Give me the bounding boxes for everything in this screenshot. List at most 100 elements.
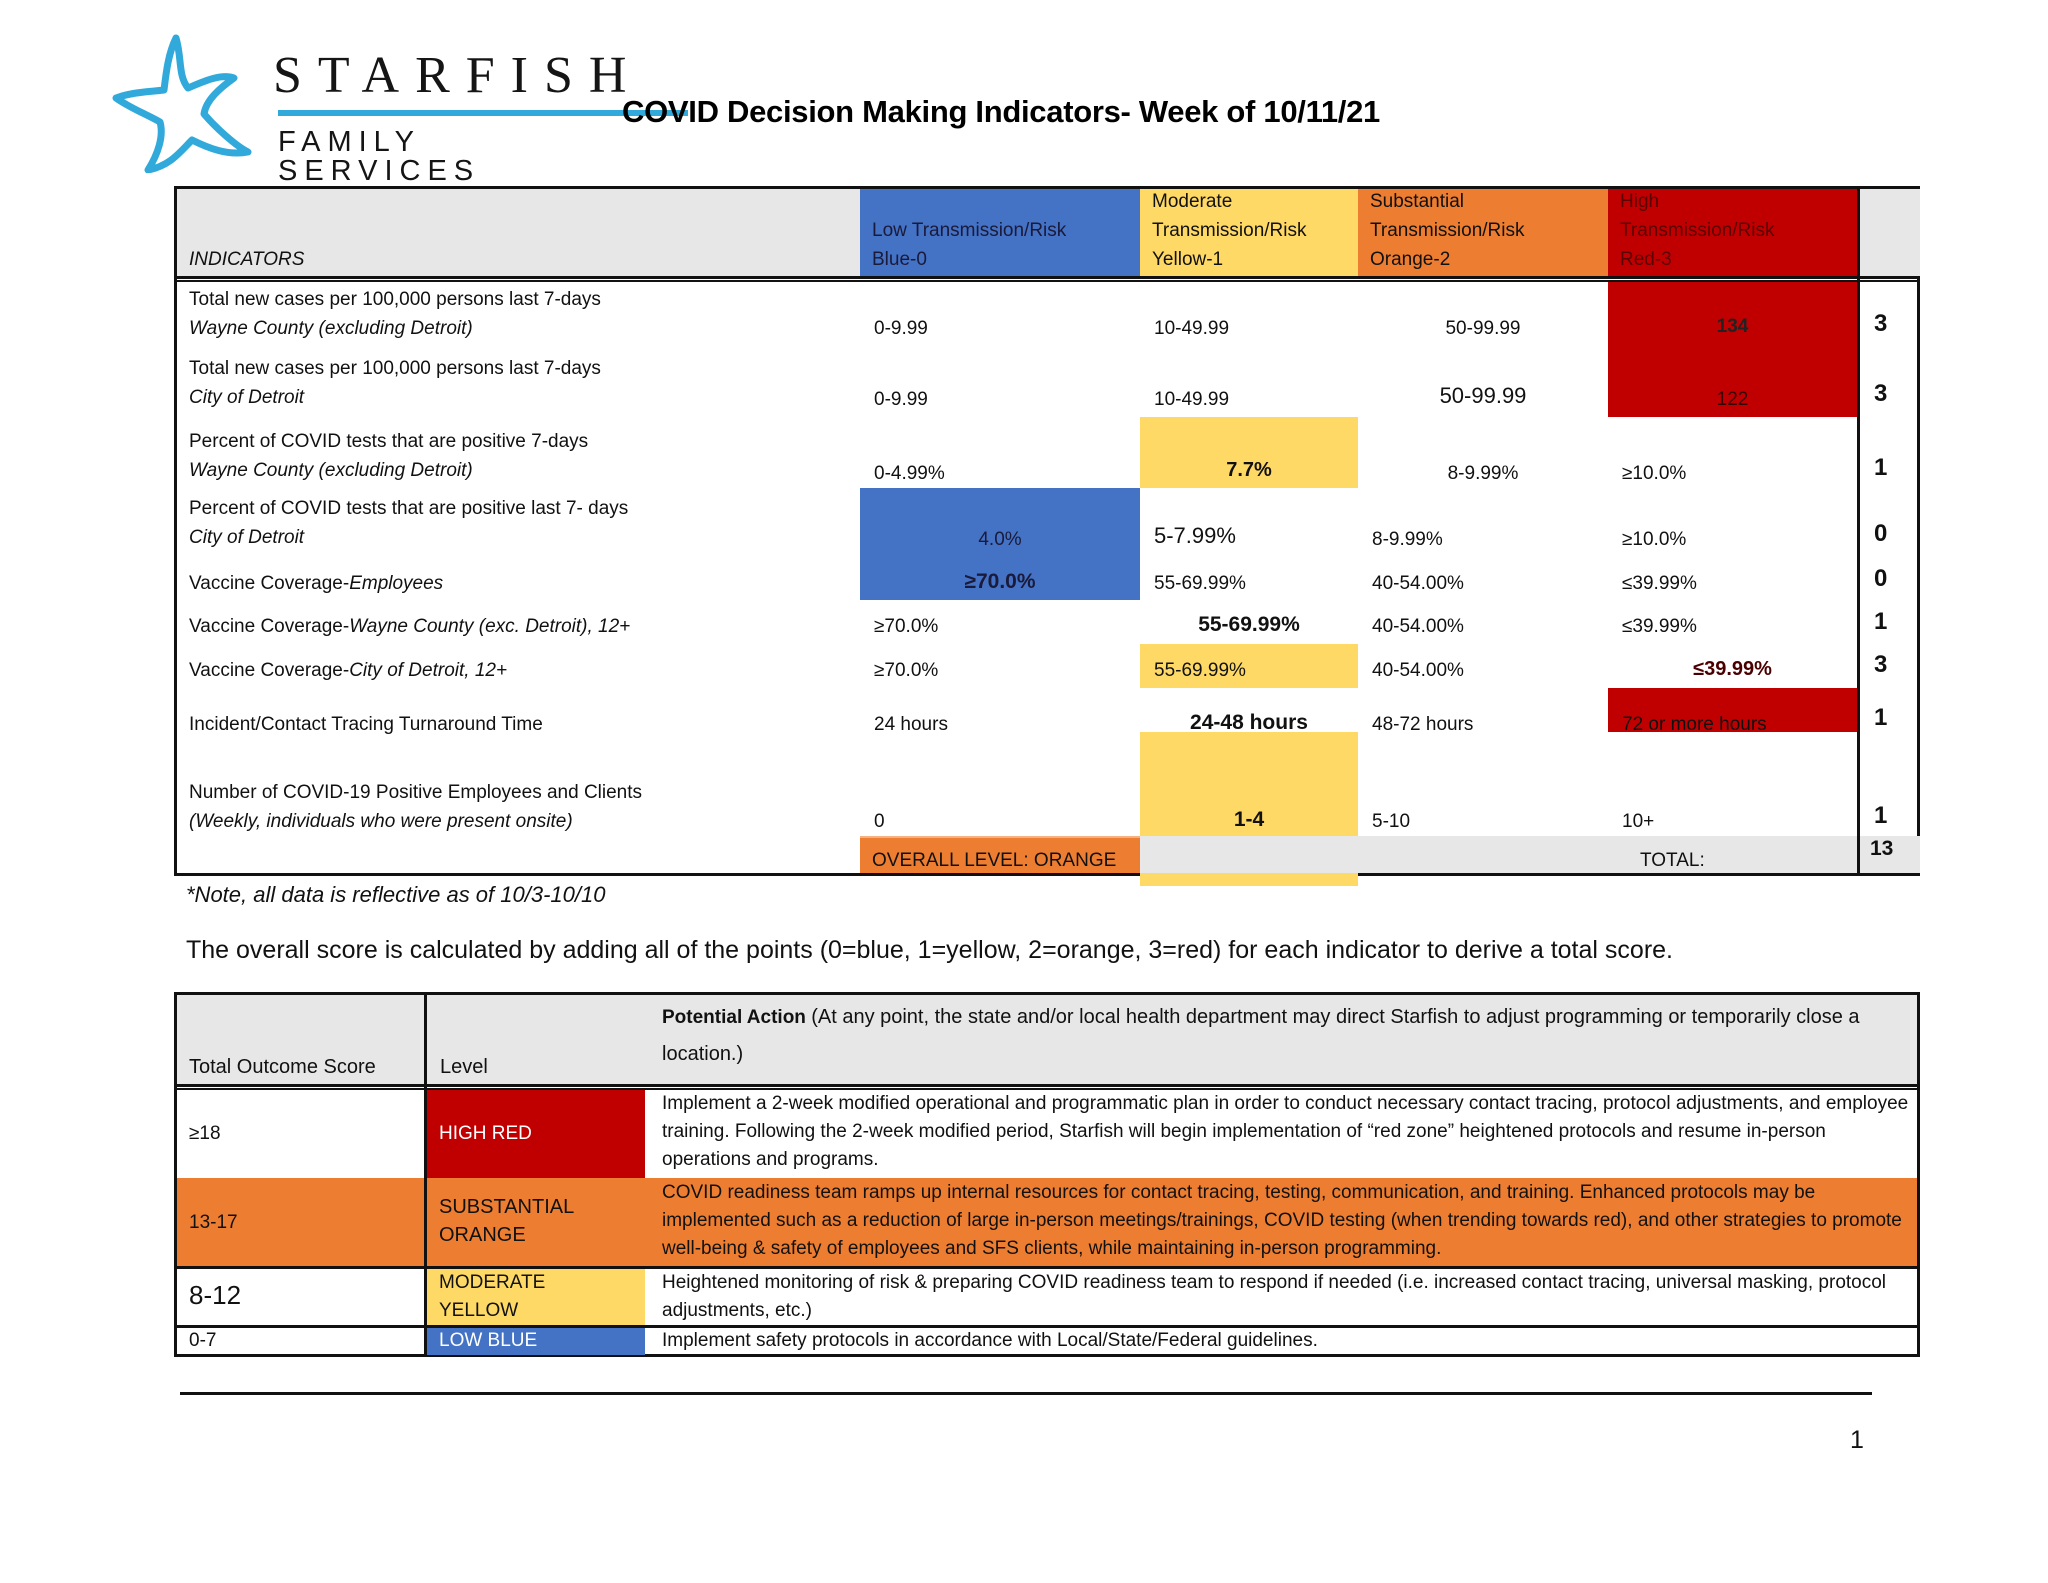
action-text: COVID readiness team ramps up internal r… <box>662 1182 1902 1259</box>
indicator-title: Percent of COVID tests that are positive… <box>189 431 589 452</box>
action-col-divider-orange <box>424 1178 427 1266</box>
row8-orange-value: 48-72 hours <box>1372 714 1474 735</box>
header-level: Level <box>440 1056 488 1078</box>
row3-yellow-value: 7.7% <box>1226 459 1272 481</box>
row9-orange-value: 5-10 <box>1372 811 1411 832</box>
header-low-line2: Low Transmission/Risk <box>872 220 1067 241</box>
starfish-icon <box>112 34 252 173</box>
action-text: Implement safety protocols in accordance… <box>662 1330 1318 1351</box>
header-indicators-label: INDICATORS <box>189 249 305 270</box>
indicator-subtitle: Wayne County (excluding Detroit) <box>189 460 473 481</box>
indicator-title: Vaccine Coverage- <box>189 660 350 681</box>
header-potential-action: Potential Action (At any point, the stat… <box>662 999 1902 1072</box>
highlight-blue-block <box>860 488 1140 600</box>
row7-score: 3 <box>1874 651 1888 678</box>
indicator-title: Vaccine Coverage- <box>189 616 350 637</box>
header-low-line3: Blue-0 <box>872 249 927 270</box>
row9-red-value: 10+ <box>1622 811 1655 832</box>
row2-orange-value: 50-99.99 <box>1439 383 1527 408</box>
header-substantial-risk: Substantial Transmission/Risk Orange-2 <box>1358 189 1608 276</box>
score-explanation: The overall score is calculated by addin… <box>186 936 1673 964</box>
indicator-subtitle: City of Detroit <box>189 527 305 548</box>
indicator-title: Percent of COVID tests that are positive… <box>189 498 629 519</box>
row3-orange-value: 8-9.99% <box>1447 463 1519 484</box>
row4-red-value: ≥10.0% <box>1622 529 1687 550</box>
starfish-logo: STARFISH FAMILY SERVICES <box>108 28 688 186</box>
potential-action-bold: Potential Action <box>662 1007 812 1028</box>
row8-score: 1 <box>1874 704 1888 731</box>
row2-yellow-value: 10-49.99 <box>1154 389 1230 410</box>
row5-score: 0 <box>1874 565 1888 592</box>
row-divider <box>177 1325 1917 1328</box>
page-number: 1 <box>1850 1426 1864 1454</box>
row6-score: 1 <box>1874 608 1888 635</box>
highlight-vaccine-detroit-red <box>1608 688 1857 732</box>
indicator-subtitle: City of Detroit <box>189 387 305 408</box>
level-high-red: HIGH RED <box>427 1090 645 1178</box>
row3-red-value: ≥10.0% <box>1622 463 1687 484</box>
page-title: COVID Decision Making Indicators- Week o… <box>622 94 1380 129</box>
potential-action-note: (At any point, the state and/or local he… <box>662 1006 1860 1065</box>
row4-orange-value: 8-9.99% <box>1372 529 1443 550</box>
row2-blue-value: 0-9.99 <box>874 389 928 410</box>
header-moderate-line2: Transmission/Risk <box>1152 220 1307 241</box>
indicator-title: Vaccine Coverage- <box>189 573 350 594</box>
indicator-subtitle: Wayne County (excluding Detroit) <box>189 318 473 339</box>
row9-score: 1 <box>1874 802 1888 829</box>
header-substantial-line1: Substantial <box>1370 191 1465 212</box>
indicator-title: Total new cases per 100,000 persons last… <box>189 289 601 310</box>
row-divider <box>177 1266 1917 1269</box>
row1-blue-value: 0-9.99 <box>874 318 928 339</box>
row9-blue-value: 0 <box>874 811 885 832</box>
indicator-subtitle: Wayne County (exc. Detroit), 12+ <box>349 616 631 637</box>
row1-orange-value: 50-99.99 <box>1445 318 1521 339</box>
action-text: Implement a 2-week modified operational … <box>662 1093 1909 1170</box>
row4-blue-value: 4.0% <box>978 529 1022 550</box>
indicator-row-2: Total new cases per 100,000 persons last… <box>189 354 601 412</box>
score-range: ≥18 <box>189 1123 221 1144</box>
row2-red-value: 122 <box>1716 389 1749 410</box>
level-substantial-orange-row <box>177 1178 1917 1266</box>
row5-blue-value: ≥70.0% <box>964 570 1036 593</box>
header-substantial-line3: Orange-2 <box>1370 249 1451 270</box>
row6-yellow-value: 55-69.99% <box>1198 613 1300 636</box>
action-table: Total Outcome Score Level Potential Acti… <box>174 992 1920 1357</box>
indicator-row-1: Total new cases per 100,000 persons last… <box>189 285 601 343</box>
total-value-cell: 13 <box>1860 836 1920 873</box>
indicator-row-3: Percent of COVID tests that are positive… <box>189 427 588 485</box>
highlight-cases-red <box>1608 282 1857 417</box>
row1-yellow-value: 10-49.99 <box>1154 318 1230 339</box>
indicators-table: INDICATORS Low Transmission/Risk Blue-0 … <box>174 186 1920 886</box>
level-low-blue: LOW BLUE <box>427 1328 645 1355</box>
total-label: TOTAL: <box>1640 850 1705 871</box>
header-score-cell <box>1858 189 1920 276</box>
row6-blue-value: ≥70.0% <box>874 616 939 637</box>
action-header-divider <box>177 1084 1917 1090</box>
score-range: 8-12 <box>189 1280 242 1310</box>
row7-blue-value: ≥70.0% <box>874 660 939 681</box>
header-total-outcome-score: Total Outcome Score <box>189 1056 376 1078</box>
header-moderate-line3: Yellow-1 <box>1152 249 1224 270</box>
header-high-line1: High <box>1620 191 1660 212</box>
row7-red-value: ≤39.99% <box>1693 658 1772 680</box>
indicator-subtitle: Employees <box>349 573 444 594</box>
action-text: Heightened monitoring of risk & preparin… <box>662 1272 1887 1321</box>
score-column-divider <box>1857 189 1860 873</box>
data-note: *Note, all data is reflective as of 10/3… <box>186 882 606 907</box>
level-label: HIGH RED <box>439 1123 532 1144</box>
row8-blue-value: 24 hours <box>874 714 948 735</box>
indicator-title: Number of COVID-19 Positive Employees an… <box>189 782 643 803</box>
header-moderate-line1: Moderate <box>1152 191 1233 212</box>
score-range: 13-17 <box>189 1212 238 1233</box>
highlight-vaccine-wayne-yellow <box>1140 644 1358 688</box>
indicator-row-7: Vaccine Coverage-City of Detroit, 12+ <box>189 656 507 685</box>
header-high-line3: Red-3 <box>1620 249 1672 270</box>
row8-red-value: 72 or more hours <box>1622 714 1767 735</box>
row6-orange-value: 40-54.00% <box>1372 616 1464 637</box>
action-header-row <box>177 995 1917 1084</box>
header-high-line2: Transmission/Risk <box>1620 220 1775 241</box>
total-row-grey: TOTAL: <box>1140 836 1857 873</box>
overall-level-label: OVERALL LEVEL: ORANGE <box>872 850 1117 871</box>
action-col-divider <box>424 995 427 1355</box>
highlight-positivity-wayne-yellow <box>1140 417 1358 488</box>
